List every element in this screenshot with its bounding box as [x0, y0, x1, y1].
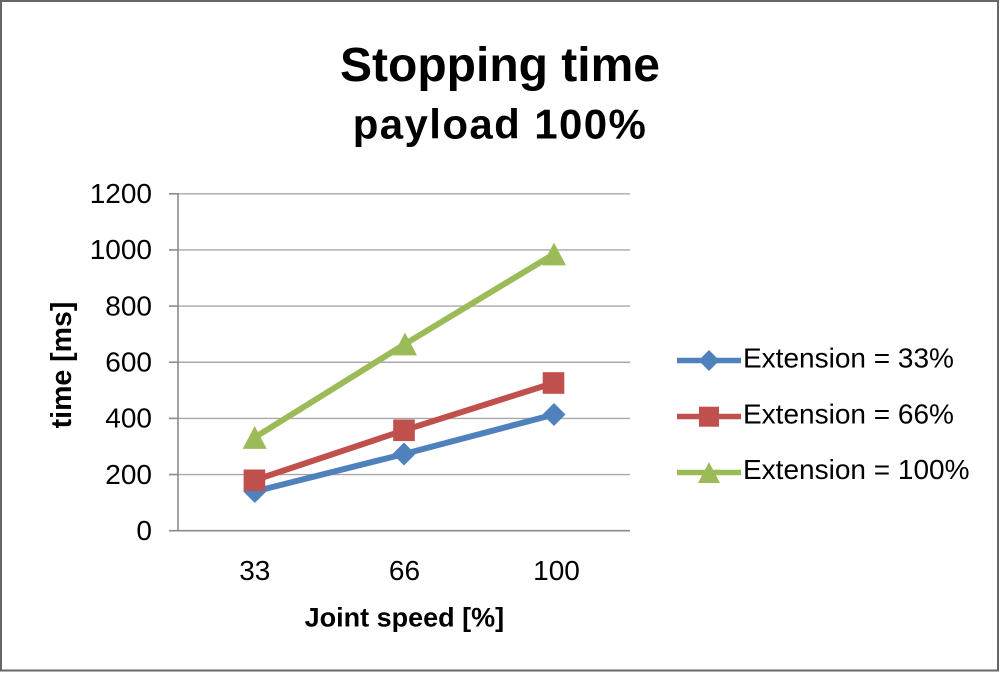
svg-text:1000: 1000	[90, 234, 152, 265]
svg-text:200: 200	[105, 459, 152, 490]
svg-text:Joint speed [%]: Joint speed [%]	[305, 603, 505, 633]
svg-text:400: 400	[105, 403, 152, 434]
svg-text:800: 800	[105, 290, 152, 321]
svg-text:time [ms]: time [ms]	[46, 302, 78, 429]
svg-text:Extension = 100%: Extension = 100%	[743, 454, 970, 485]
svg-text:33: 33	[239, 555, 270, 586]
svg-text:0: 0	[136, 515, 152, 546]
svg-text:600: 600	[105, 347, 152, 378]
svg-text:100: 100	[533, 555, 580, 586]
svg-text:Extension = 66%: Extension = 66%	[743, 399, 954, 430]
svg-text:Extension = 33%: Extension = 33%	[743, 343, 954, 374]
svg-text:payload 100%: payload 100%	[353, 101, 648, 148]
svg-text:1200: 1200	[90, 178, 152, 209]
svg-text:Stopping time: Stopping time	[340, 39, 660, 92]
svg-text:66: 66	[389, 555, 420, 586]
